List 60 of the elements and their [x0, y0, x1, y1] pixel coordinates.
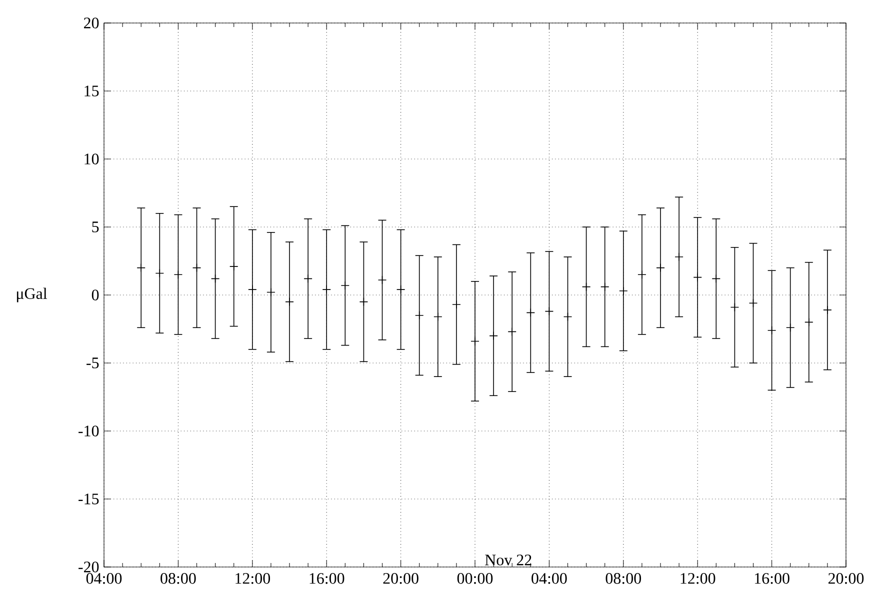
y-tick-label: 20 — [84, 18, 99, 28]
x-tick-label: 08:00 — [606, 573, 642, 584]
point — [693, 272, 702, 282]
point — [748, 298, 758, 308]
point — [340, 281, 350, 290]
point — [656, 263, 665, 272]
x-tick-label: 20:00 — [383, 573, 418, 584]
point — [489, 331, 498, 340]
x-tick-label: 08:00 — [160, 573, 196, 584]
y-axis-title: μGal — [16, 288, 48, 302]
y-tick-label: -15 — [78, 494, 99, 504]
y-tick-label: 0 — [92, 290, 99, 300]
y-tick-label: 15 — [84, 86, 99, 96]
point — [786, 323, 795, 332]
point — [563, 312, 572, 322]
point — [266, 288, 276, 297]
y-tick-label: -20 — [78, 562, 99, 572]
point — [136, 263, 146, 272]
point — [229, 262, 238, 271]
point — [470, 336, 480, 346]
x-tick-label: 16:00 — [754, 573, 790, 584]
point — [619, 286, 628, 296]
x-tick-label: 04:00 — [86, 573, 122, 584]
point — [174, 270, 183, 279]
point — [396, 285, 406, 294]
point — [452, 300, 461, 309]
x-tick-label: 04:00 — [532, 573, 567, 584]
x-tick-label: 12:00 — [680, 573, 716, 584]
point — [674, 252, 684, 262]
x-tick-label: 12:00 — [236, 573, 270, 584]
point — [526, 308, 536, 318]
point — [322, 285, 331, 294]
x-tick-label: 20:00 — [828, 573, 864, 584]
x-tick-label: 00:00 — [457, 573, 493, 584]
point — [638, 270, 646, 279]
annotation: Nov 22 — [485, 554, 532, 566]
point — [804, 318, 814, 327]
point — [285, 297, 294, 306]
point — [582, 282, 591, 292]
point — [434, 312, 442, 322]
point — [508, 327, 516, 336]
y-tick-label: -10 — [78, 426, 99, 436]
y-tick-label: -5 — [86, 358, 99, 368]
point — [544, 306, 554, 316]
point — [600, 282, 610, 292]
point — [767, 326, 776, 335]
point — [712, 274, 721, 284]
y-tick-label: 10 — [84, 154, 99, 164]
point — [378, 276, 387, 284]
y-tick-label: 5 — [92, 222, 99, 232]
point — [823, 306, 832, 314]
point — [248, 285, 257, 294]
point — [192, 263, 202, 272]
point — [210, 274, 220, 284]
point — [155, 268, 164, 278]
x-tick-label: 16:00 — [310, 573, 344, 584]
point — [730, 302, 740, 312]
point — [304, 274, 312, 284]
point — [359, 297, 368, 306]
point — [414, 310, 424, 320]
